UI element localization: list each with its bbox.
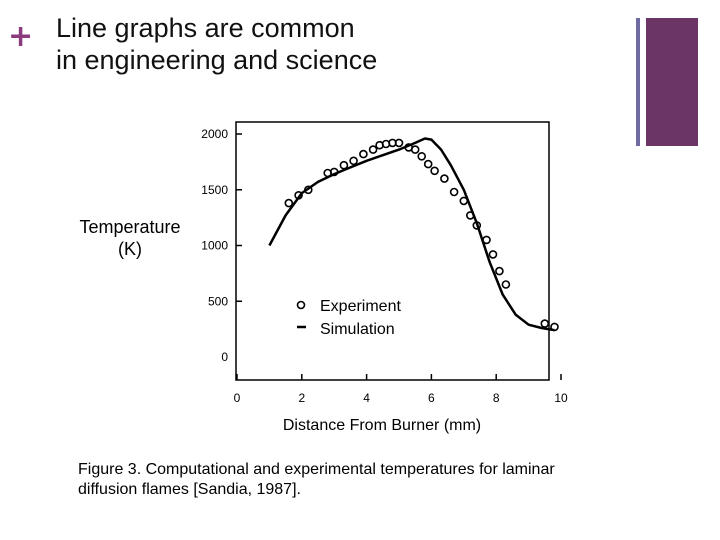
figure-caption-line-1: Figure 3. Computational and experimental… <box>78 461 555 478</box>
figure-caption: Figure 3. Computational and experimental… <box>78 460 638 500</box>
legend-marker-experiment <box>296 300 306 310</box>
y-tick-label: 1000 <box>201 239 228 253</box>
x-axis-ticks: 0 2 4 6 8 10 <box>234 374 568 405</box>
legend-label-simulation: Simulation <box>320 321 395 338</box>
legend: Experiment Simulation <box>296 298 401 338</box>
y-axis-ticks: 0 500 1000 1500 2000 <box>201 127 242 364</box>
experiment-data-point <box>501 280 511 289</box>
experiment-data-point <box>472 221 482 230</box>
experiment-data-point <box>495 266 504 276</box>
experiment-data-point <box>368 145 378 154</box>
experiment-data-point <box>284 198 294 208</box>
slide-title-line-1: Line graphs are common <box>56 13 355 43</box>
experiment-data-point <box>410 145 420 154</box>
slide-title-line-2: in engineering and science <box>56 45 378 75</box>
experiment-data-point <box>465 211 475 220</box>
experiment-data-point <box>540 319 550 328</box>
plot-frame <box>235 121 550 381</box>
series-points-experiment <box>284 138 559 332</box>
x-tick-label: 8 <box>493 391 500 405</box>
x-tick-label: 4 <box>363 391 370 405</box>
y-tick-label: 0 <box>221 350 228 364</box>
experiment-data-point <box>550 322 559 332</box>
experiment-data-point <box>294 191 303 200</box>
x-tick-label: 10 <box>554 391 568 405</box>
y-tick-label: 500 <box>208 294 228 308</box>
figure-caption-line-2: diffusion flames [Sandia, 1987]. <box>78 481 301 498</box>
accent-bar-thin <box>636 18 640 146</box>
y-axis-label: Temperature (K) <box>74 216 186 260</box>
bullet-plus-icon: + <box>8 19 34 54</box>
series-line-simulation <box>268 137 555 332</box>
experiment-data-point <box>449 187 459 197</box>
accent-bar-block <box>646 18 698 146</box>
experiment-data-point <box>459 196 469 206</box>
x-tick-label: 2 <box>298 391 305 405</box>
experiment-data-point <box>482 235 491 245</box>
experiment-data-point <box>303 185 313 195</box>
experiment-data-point <box>430 166 439 176</box>
experiment-data-point <box>488 250 498 259</box>
experiment-data-point <box>440 174 449 183</box>
legend-label-experiment: Experiment <box>320 298 401 315</box>
y-tick-label: 2000 <box>201 127 228 141</box>
experiment-data-point <box>329 167 339 177</box>
experiment-data-point <box>359 149 368 159</box>
experiment-data-point <box>339 160 349 170</box>
x-tick-label: 0 <box>234 391 241 405</box>
y-axis-label-line-2: (K) <box>118 239 142 259</box>
x-tick-label: 6 <box>428 391 435 405</box>
y-axis-label-line-1: Temperature <box>79 217 181 237</box>
y-tick-label: 1500 <box>201 183 228 197</box>
x-axis-label: Distance From Burner (mm) <box>283 417 481 434</box>
experiment-data-point <box>349 156 358 166</box>
experiment-data-point <box>417 152 427 161</box>
experiment-data-point <box>423 159 433 169</box>
slide-title: Line graphs are common in engineering an… <box>56 12 377 76</box>
experiment-data-point <box>394 138 404 148</box>
